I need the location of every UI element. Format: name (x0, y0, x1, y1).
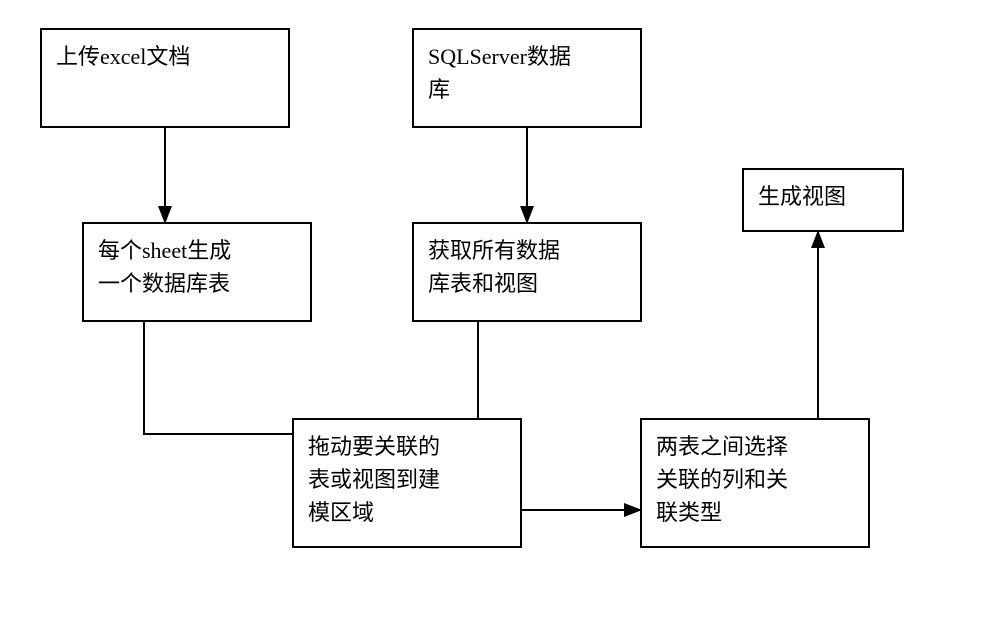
flowchart-node-n4: 获取所有数据 库表和视图 (412, 222, 642, 322)
node-label: 每个sheet生成 一个数据库表 (98, 234, 231, 300)
flowchart-node-n2: SQLServer数据 库 (412, 28, 642, 128)
flowchart-node-n7: 生成视图 (742, 168, 904, 232)
node-label: 拖动要关联的 表或视图到建 模区域 (308, 430, 440, 529)
edge-n3-n5 (144, 322, 292, 434)
node-label: 生成视图 (758, 180, 846, 213)
flowchart-node-n5: 拖动要关联的 表或视图到建 模区域 (292, 418, 522, 548)
flowchart-canvas: 上传excel文档 SQLServer数据 库每个sheet生成 一个数据库表 获取… (0, 0, 1000, 644)
flowchart-node-n1: 上传excel文档 (40, 28, 290, 128)
node-label: SQLServer数据 库 (428, 40, 571, 106)
flowchart-node-n3: 每个sheet生成 一个数据库表 (82, 222, 312, 322)
node-label: 两表之间选择 关联的列和关 联类型 (656, 430, 788, 529)
node-label: 上传excel文档 (56, 40, 190, 73)
node-label: 获取所有数据 库表和视图 (428, 234, 560, 300)
flowchart-node-n6: 两表之间选择 关联的列和关 联类型 (640, 418, 870, 548)
